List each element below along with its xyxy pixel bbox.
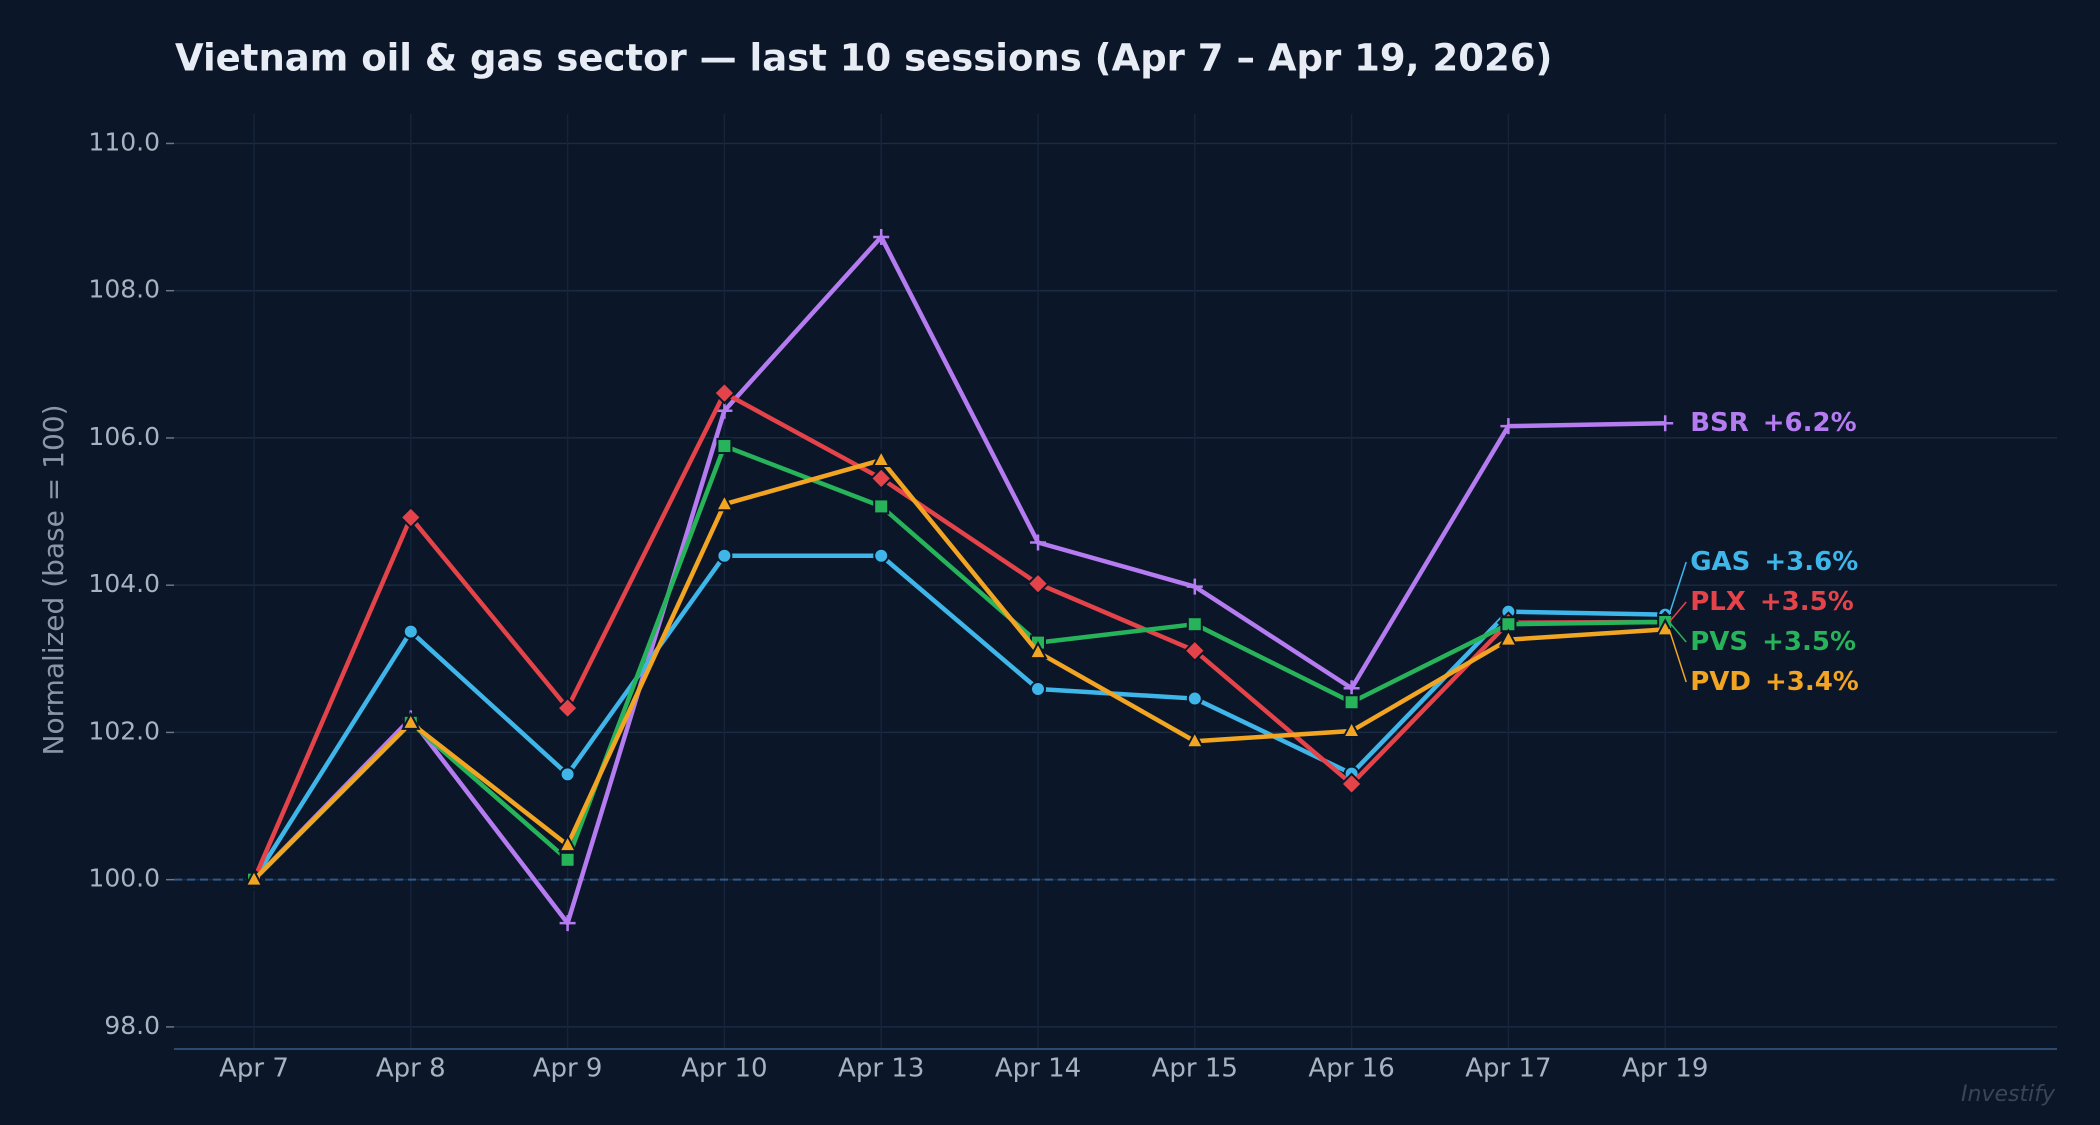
chart-title: Vietnam oil & gas sector — last 10 sessi… bbox=[175, 37, 1552, 80]
marker bbox=[1186, 690, 1203, 707]
marker bbox=[1343, 694, 1360, 711]
change-label: +3.5% bbox=[1760, 586, 1854, 616]
x-tick-label: Apr 9 bbox=[533, 1054, 603, 1084]
leader-line bbox=[1668, 629, 1687, 683]
leader-line bbox=[1668, 601, 1687, 623]
marker bbox=[1028, 641, 1048, 660]
marker bbox=[716, 547, 733, 564]
marker bbox=[1185, 730, 1205, 749]
marker bbox=[1186, 616, 1203, 633]
marker bbox=[401, 711, 421, 730]
y-tick-label: 104.0 bbox=[88, 569, 160, 598]
series-name: PVS bbox=[1690, 626, 1748, 656]
x-tick-label: Apr 17 bbox=[1465, 1054, 1551, 1084]
x-tick-label: Apr 19 bbox=[1622, 1054, 1708, 1084]
y-tick-label: 100.0 bbox=[88, 864, 160, 893]
end-label: GAS +3.6% bbox=[1690, 546, 1858, 576]
marker bbox=[1657, 415, 1674, 432]
marker bbox=[1498, 628, 1519, 647]
marker bbox=[1026, 572, 1050, 596]
marker bbox=[559, 766, 576, 783]
line bbox=[252, 457, 1666, 882]
line bbox=[252, 443, 1666, 882]
marker bbox=[399, 506, 423, 529]
end-label: BSR +6.2% bbox=[1690, 408, 1856, 438]
marker bbox=[402, 623, 419, 640]
line bbox=[252, 234, 1666, 926]
change-label: +6.2% bbox=[1763, 408, 1857, 438]
end-label: PVD +3.4% bbox=[1690, 666, 1859, 696]
marker bbox=[716, 438, 733, 455]
marker bbox=[559, 851, 576, 868]
marker bbox=[1186, 578, 1203, 595]
marker bbox=[557, 833, 578, 853]
y-tick-label: 98.0 bbox=[104, 1011, 160, 1040]
x-tick-label: Apr 13 bbox=[838, 1054, 924, 1084]
marker bbox=[556, 696, 580, 720]
marker bbox=[244, 868, 264, 887]
x-tick-label: Apr 7 bbox=[219, 1054, 289, 1084]
marker bbox=[1500, 418, 1517, 435]
marker bbox=[1030, 534, 1046, 551]
leader-line bbox=[1668, 561, 1687, 615]
marker bbox=[714, 493, 735, 512]
line bbox=[252, 553, 1666, 881]
change-label: +3.5% bbox=[1762, 626, 1856, 656]
watermark: Investify bbox=[1961, 1082, 2056, 1107]
y-tick-label: 102.0 bbox=[88, 716, 160, 745]
marker bbox=[873, 228, 890, 245]
change-label: +3.4% bbox=[1765, 666, 1859, 696]
x-tick-label: Apr 8 bbox=[376, 1054, 446, 1084]
y-tick-label: 108.0 bbox=[88, 275, 160, 304]
marker bbox=[873, 547, 890, 564]
end-label: PVS +3.5% bbox=[1690, 626, 1856, 656]
marker bbox=[1341, 719, 1362, 738]
marker bbox=[716, 402, 733, 419]
series-name: PLX bbox=[1690, 586, 1746, 616]
marker bbox=[873, 498, 890, 515]
marker bbox=[712, 381, 736, 405]
series-name: PVD bbox=[1690, 666, 1751, 696]
marker bbox=[1030, 680, 1046, 697]
x-tick-label: Apr 10 bbox=[681, 1054, 767, 1084]
series-name: GAS bbox=[1690, 546, 1750, 576]
leader-line bbox=[1668, 621, 1687, 643]
marker bbox=[559, 915, 576, 932]
x-tick-label: Apr 14 bbox=[995, 1054, 1081, 1084]
end-label: PLX +3.5% bbox=[1690, 586, 1854, 616]
y-tick-label: 110.0 bbox=[88, 127, 160, 156]
line bbox=[251, 390, 1666, 881]
marker bbox=[1183, 639, 1207, 663]
marker bbox=[869, 467, 893, 490]
series bbox=[244, 448, 1675, 887]
marker bbox=[1340, 772, 1364, 796]
y-axis-title: Normalized (base = 100) bbox=[37, 405, 70, 756]
marker bbox=[871, 448, 891, 468]
x-tick-label: Apr 16 bbox=[1308, 1054, 1394, 1084]
y-tick-label: 106.0 bbox=[88, 422, 160, 451]
marker bbox=[1343, 680, 1360, 697]
series-name: BSR bbox=[1690, 408, 1749, 438]
x-tick-label: Apr 15 bbox=[1152, 1054, 1238, 1084]
change-label: +3.6% bbox=[1764, 546, 1858, 576]
